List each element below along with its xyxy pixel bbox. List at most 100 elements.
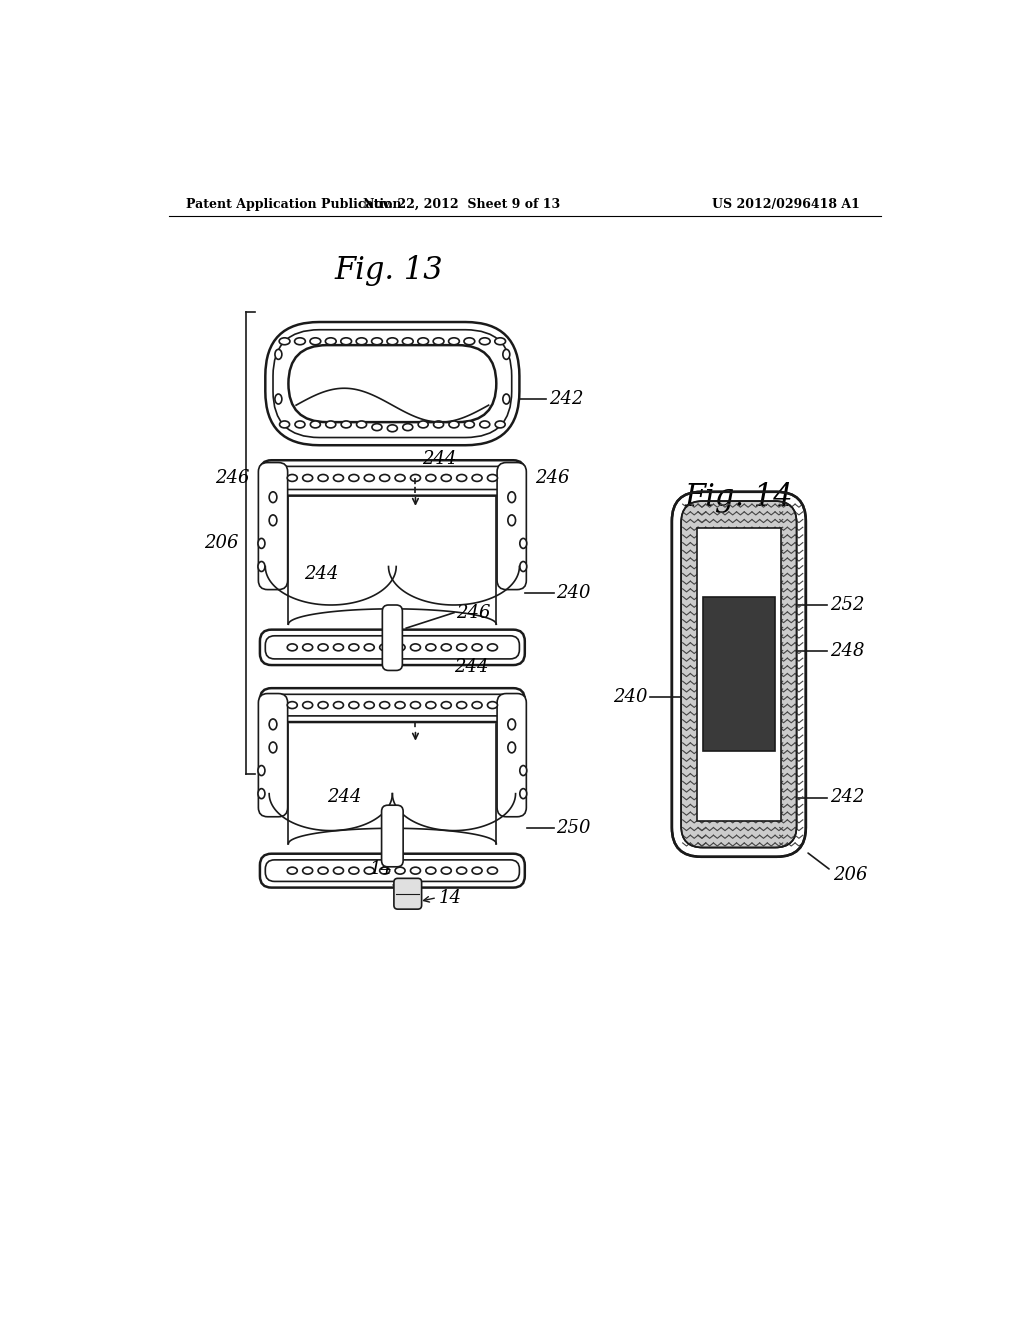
Ellipse shape <box>274 395 282 404</box>
Ellipse shape <box>441 867 452 874</box>
Text: 240: 240 <box>613 689 648 706</box>
Text: Fig. 14: Fig. 14 <box>685 482 794 512</box>
Ellipse shape <box>426 867 436 874</box>
Ellipse shape <box>380 867 390 874</box>
Ellipse shape <box>387 425 397 432</box>
Ellipse shape <box>318 702 328 709</box>
Ellipse shape <box>495 338 506 345</box>
Ellipse shape <box>334 474 343 482</box>
Ellipse shape <box>433 421 443 428</box>
Ellipse shape <box>365 702 374 709</box>
Ellipse shape <box>356 421 367 428</box>
Ellipse shape <box>288 702 297 709</box>
Ellipse shape <box>349 702 358 709</box>
FancyBboxPatch shape <box>681 502 797 847</box>
Ellipse shape <box>334 644 343 651</box>
Ellipse shape <box>402 424 413 430</box>
Ellipse shape <box>487 474 498 482</box>
Ellipse shape <box>288 644 297 651</box>
Ellipse shape <box>349 644 358 651</box>
Ellipse shape <box>380 474 390 482</box>
Ellipse shape <box>418 421 428 428</box>
FancyBboxPatch shape <box>265 636 519 659</box>
Ellipse shape <box>334 702 343 709</box>
Ellipse shape <box>280 338 290 345</box>
Ellipse shape <box>487 644 498 651</box>
Ellipse shape <box>326 421 336 428</box>
Ellipse shape <box>388 836 396 845</box>
Ellipse shape <box>472 702 482 709</box>
Ellipse shape <box>457 644 467 651</box>
Text: Patent Application Publication: Patent Application Publication <box>186 198 401 211</box>
Text: 14: 14 <box>438 888 462 907</box>
Ellipse shape <box>449 421 459 428</box>
Ellipse shape <box>457 867 467 874</box>
FancyBboxPatch shape <box>289 345 497 422</box>
Ellipse shape <box>441 644 452 651</box>
FancyBboxPatch shape <box>497 462 526 590</box>
Ellipse shape <box>269 492 276 503</box>
Ellipse shape <box>487 702 498 709</box>
Ellipse shape <box>457 702 467 709</box>
Ellipse shape <box>508 515 515 525</box>
Ellipse shape <box>349 867 358 874</box>
Ellipse shape <box>295 338 305 345</box>
Ellipse shape <box>487 867 498 874</box>
Ellipse shape <box>372 338 382 345</box>
Ellipse shape <box>310 421 321 428</box>
Ellipse shape <box>520 766 526 776</box>
Ellipse shape <box>303 867 312 874</box>
Ellipse shape <box>441 702 452 709</box>
Ellipse shape <box>303 644 312 651</box>
Ellipse shape <box>464 338 475 345</box>
Ellipse shape <box>472 867 482 874</box>
Text: 242: 242 <box>829 788 864 807</box>
Ellipse shape <box>457 474 467 482</box>
Ellipse shape <box>449 338 460 345</box>
Ellipse shape <box>503 350 510 359</box>
FancyBboxPatch shape <box>265 466 519 490</box>
Ellipse shape <box>341 338 351 345</box>
Text: 244: 244 <box>454 657 488 676</box>
Text: 244: 244 <box>304 565 338 583</box>
Text: 242: 242 <box>549 389 584 408</box>
Text: 206: 206 <box>204 535 239 552</box>
FancyBboxPatch shape <box>260 688 524 722</box>
Ellipse shape <box>349 474 358 482</box>
Ellipse shape <box>388 635 396 644</box>
Ellipse shape <box>395 474 406 482</box>
FancyBboxPatch shape <box>497 693 526 817</box>
Ellipse shape <box>496 421 505 428</box>
Ellipse shape <box>479 338 490 345</box>
Text: 240: 240 <box>556 585 591 602</box>
Ellipse shape <box>395 702 406 709</box>
Ellipse shape <box>433 338 444 345</box>
Ellipse shape <box>520 561 526 572</box>
Ellipse shape <box>280 421 290 428</box>
FancyBboxPatch shape <box>382 605 402 671</box>
Text: 248: 248 <box>829 643 864 660</box>
Ellipse shape <box>288 867 297 874</box>
Ellipse shape <box>411 867 421 874</box>
Text: 252: 252 <box>829 597 864 614</box>
Ellipse shape <box>258 539 265 548</box>
Ellipse shape <box>520 788 526 799</box>
Ellipse shape <box>520 539 526 548</box>
Ellipse shape <box>303 474 312 482</box>
FancyBboxPatch shape <box>258 462 288 590</box>
Text: 206: 206 <box>834 866 868 883</box>
FancyBboxPatch shape <box>672 492 806 857</box>
FancyBboxPatch shape <box>382 805 403 867</box>
Ellipse shape <box>269 719 276 730</box>
FancyBboxPatch shape <box>260 854 524 887</box>
Ellipse shape <box>508 719 515 730</box>
FancyBboxPatch shape <box>260 630 524 665</box>
Ellipse shape <box>464 421 474 428</box>
Ellipse shape <box>426 702 436 709</box>
Ellipse shape <box>318 867 328 874</box>
FancyBboxPatch shape <box>265 859 519 882</box>
Text: US 2012/0296418 A1: US 2012/0296418 A1 <box>712 198 860 211</box>
Bar <box>696 528 781 821</box>
Text: Nov. 22, 2012  Sheet 9 of 13: Nov. 22, 2012 Sheet 9 of 13 <box>364 198 560 211</box>
Ellipse shape <box>426 644 436 651</box>
